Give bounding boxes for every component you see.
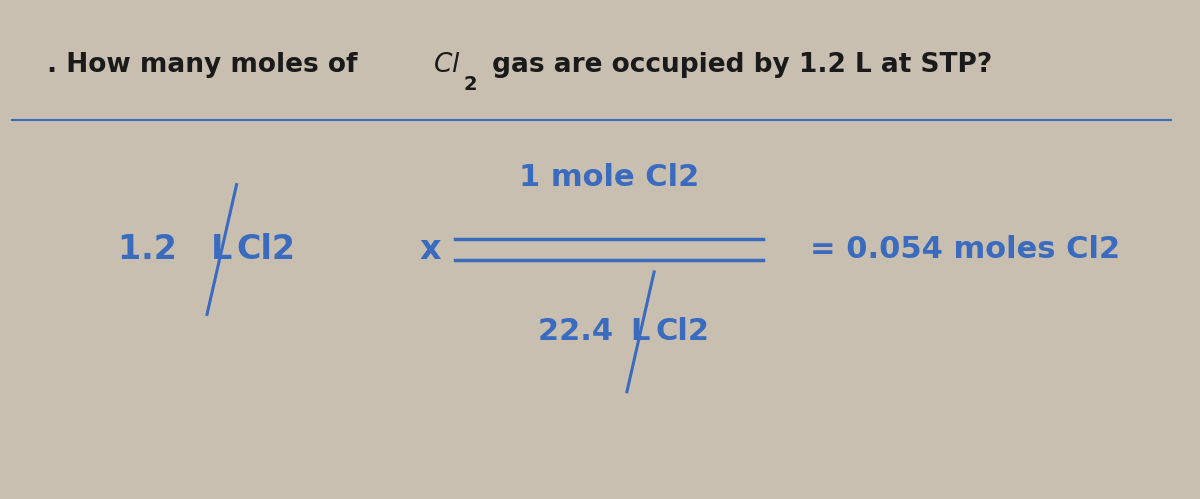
- Text: gas are occupied by 1.2 L at STP?: gas are occupied by 1.2 L at STP?: [482, 52, 992, 78]
- Text: . How many moles of: . How many moles of: [47, 52, 367, 78]
- Text: Cl2: Cl2: [655, 317, 709, 346]
- Text: 1 mole Cl2: 1 mole Cl2: [520, 163, 700, 192]
- Text: x: x: [420, 233, 442, 266]
- Text: = 0.054 moles Cl2: = 0.054 moles Cl2: [810, 235, 1121, 264]
- Text: Cl2: Cl2: [236, 233, 295, 266]
- Text: 1.2: 1.2: [119, 233, 188, 266]
- Text: 22.4: 22.4: [538, 317, 624, 346]
- Text: 2: 2: [463, 75, 478, 94]
- Text: L: L: [630, 317, 650, 346]
- Text: L: L: [210, 233, 232, 266]
- Text: $Cl$: $Cl$: [433, 52, 461, 78]
